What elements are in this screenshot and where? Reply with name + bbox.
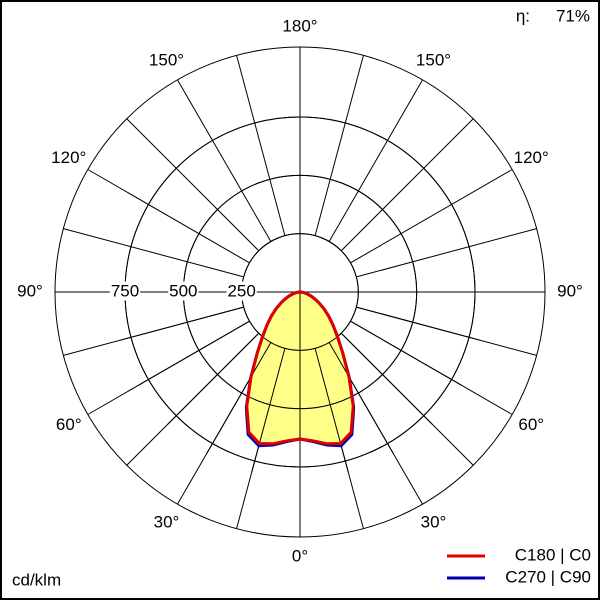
angle-tick-label: 120°: [51, 148, 86, 167]
angle-tick-label: 180°: [282, 16, 317, 35]
radial-line: [356, 228, 537, 278]
radial-line: [340, 118, 474, 252]
angle-tick-label: 120°: [514, 148, 549, 167]
angle-tick-label: 150°: [416, 50, 451, 69]
angle-tick-label-bg: [54, 414, 83, 434]
efficiency-label: η:: [516, 6, 530, 25]
unit-label: cd/klm: [12, 570, 61, 589]
radial-line: [314, 55, 364, 236]
radial-line-overlay: [251, 348, 286, 473]
angle-tick-label: 150°: [149, 50, 184, 69]
angle-tick-label-bg: [147, 50, 186, 70]
r-tick-label-bg: [168, 281, 199, 301]
angle-tick-label: 30°: [154, 513, 180, 532]
r-tick-label: 250: [227, 281, 255, 300]
r-tick-label: 500: [169, 281, 197, 300]
angle-tick-label-bg: [419, 512, 448, 532]
radial-line-overlay: [206, 342, 272, 454]
angle-tick-label-bg: [290, 546, 310, 566]
angle-tick-label-bg: [512, 147, 550, 167]
legend-label: C270 | C90: [505, 567, 591, 586]
angle-tick-label: 0°: [292, 546, 308, 565]
intensity-curve: [245, 290, 301, 446]
angle-tick-label-bg: [414, 50, 453, 70]
efficiency-value: 71%: [556, 6, 590, 25]
radial-line: [328, 79, 423, 242]
angle-tick-label: 60°: [56, 415, 82, 434]
radial-line: [87, 169, 250, 264]
radial-line-overlay: [350, 320, 462, 386]
angle-tick-label-bg: [517, 414, 546, 434]
r-tick-label-bg: [226, 281, 257, 301]
r-tick-label: 750: [111, 281, 139, 300]
angle-tick-label-bg: [16, 281, 44, 301]
radial-line: [126, 118, 260, 252]
angle-tick-label-bg: [556, 281, 584, 301]
angle-tick-label: 90°: [557, 281, 583, 300]
radial-line-overlay: [167, 332, 260, 425]
radial-line-overlay: [138, 320, 250, 386]
radial-line-overlay: [356, 306, 481, 341]
radial-line: [177, 79, 272, 242]
intensity-curve: [299, 290, 355, 446]
angle-tick-label: 60°: [518, 415, 544, 434]
angle-tick-label-bg: [281, 16, 319, 36]
angle-tick-label: 30°: [421, 513, 447, 532]
radial-line-overlay: [340, 332, 433, 425]
r-tick-label-bg: [109, 281, 141, 301]
angle-tick-label-bg: [50, 147, 88, 167]
radial-line: [350, 169, 513, 264]
radial-line: [236, 55, 286, 236]
angle-tick-label-bg: [152, 512, 181, 532]
angle-tick-label: 90°: [17, 281, 43, 300]
radial-line-overlay: [328, 342, 394, 454]
legend-label: C180 | C0: [515, 545, 591, 564]
radial-line-overlay: [314, 348, 349, 473]
radial-line: [63, 228, 244, 278]
radial-line-overlay: [119, 306, 244, 341]
